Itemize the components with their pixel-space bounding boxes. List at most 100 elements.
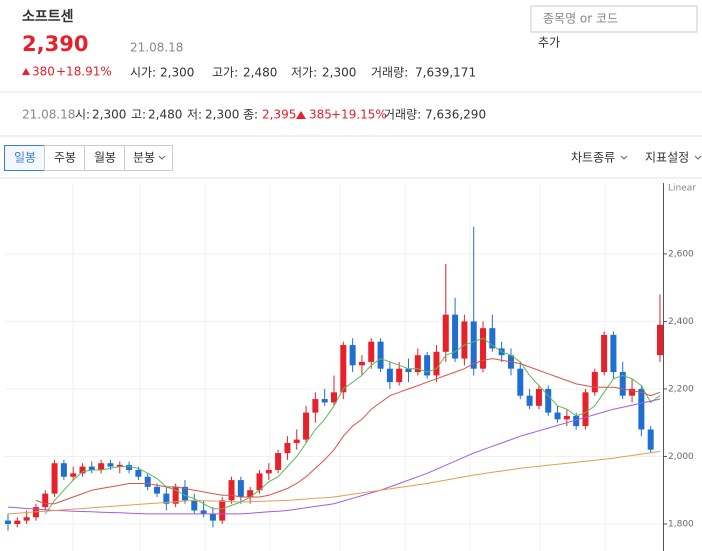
candle-body [60,463,67,477]
candle-body [293,439,300,443]
summary-label: 거래량: [384,108,421,122]
candle-body [191,500,198,511]
candle-body [5,520,11,524]
search-box[interactable] [530,5,698,33]
candle-body [480,328,487,369]
candle-body [368,341,375,362]
tab[interactable] [84,145,125,171]
candle-body [629,388,636,396]
up-arrow [22,68,30,75]
candle-body [228,480,235,501]
candle-body [563,415,570,420]
candle-body [349,345,356,366]
candle-body [424,355,431,376]
stat-label: 저가: [291,66,317,80]
summary-change: 385 [309,108,332,122]
tab[interactable] [124,145,173,171]
candle-body [433,351,440,376]
stat-label: 시가: [130,66,156,80]
candle-body [23,517,30,521]
stat-value: 7,639,171 [415,66,476,80]
candle-body [275,453,282,470]
tab-label: 일봉 [14,151,36,165]
summary-value: 2,300 [205,108,239,122]
candle-body [14,520,21,524]
candle-body [545,388,552,413]
candle-body [256,473,263,491]
candle-body [116,464,123,467]
moving-average [7,398,661,515]
stat-value: 2,480 [243,66,277,80]
tab-label: 주봉 [54,151,76,165]
candle-body [209,513,216,521]
candle-body [489,328,496,349]
candle-body [358,361,365,366]
candle-body [638,388,645,430]
candle-body [535,388,542,406]
candle-body [396,368,403,383]
candle-body [70,473,77,477]
candle-body [331,392,337,403]
candle-body [573,415,580,427]
stat-label: 고가: [212,66,238,80]
candle-body [461,321,468,359]
summary-value: 2,300 [92,108,126,122]
candle-body [107,463,114,467]
candle-body [219,500,226,521]
tab[interactable] [44,145,85,171]
candle-body [163,493,170,504]
candle-body [79,466,86,474]
candle-body [88,466,95,470]
candle-body [442,314,449,352]
candle-body [284,442,291,454]
summary-label: 저: [187,108,202,122]
search-placeholder: 종목명 or 코드 [543,12,618,26]
candle-body [321,399,328,403]
candle-body [619,372,626,396]
add-button[interactable]: 추가 [538,36,560,50]
vertical-grid [72,183,606,551]
candle-body [610,334,617,373]
candle-body [386,368,393,383]
summary-label: 시: [75,108,90,122]
stat-value: 2,300 [160,66,194,80]
y-tick-label: 2,600 [668,249,694,259]
summary-value: 7,636,290 [425,108,486,122]
change: 380 [32,65,55,79]
menu-label[interactable]: 차트종류 [571,151,615,165]
scale-label: Linear [668,184,696,194]
candle-body [265,469,272,474]
price: 2,390 [22,32,88,56]
date: 21.08.18 [130,41,183,55]
candle-body [312,399,319,413]
stat-value: 2,300 [322,66,356,80]
tab-label: 분봉 [133,151,155,165]
summary-value: 2,480 [148,108,182,122]
candle-body [526,395,533,406]
candle-body [237,480,244,497]
summary-label: 고: [131,108,146,122]
candle-body [470,321,477,369]
candle-body [647,429,654,450]
candle-body [554,412,561,420]
candle-body [247,490,254,497]
candle-body [377,341,384,369]
summary-date: 21.08.18 [22,108,75,122]
candle-body [414,355,421,373]
change-pct: +18.91% [56,65,112,79]
moving-average [44,337,661,515]
summary-value: 2,395 [262,108,296,122]
candle-body [126,464,133,470]
stat-label: 거래량: [371,66,408,80]
candle-body [582,392,589,427]
candle-body [42,493,49,508]
y-tick-label: 2,200 [668,384,694,394]
candle-body [657,324,663,356]
candle-body [517,368,524,396]
candle-body [601,334,608,373]
chevron [158,155,166,160]
menu-label[interactable]: 지표설정 [645,151,689,165]
chevron [620,155,628,160]
y-tick-label: 2,000 [668,452,694,462]
